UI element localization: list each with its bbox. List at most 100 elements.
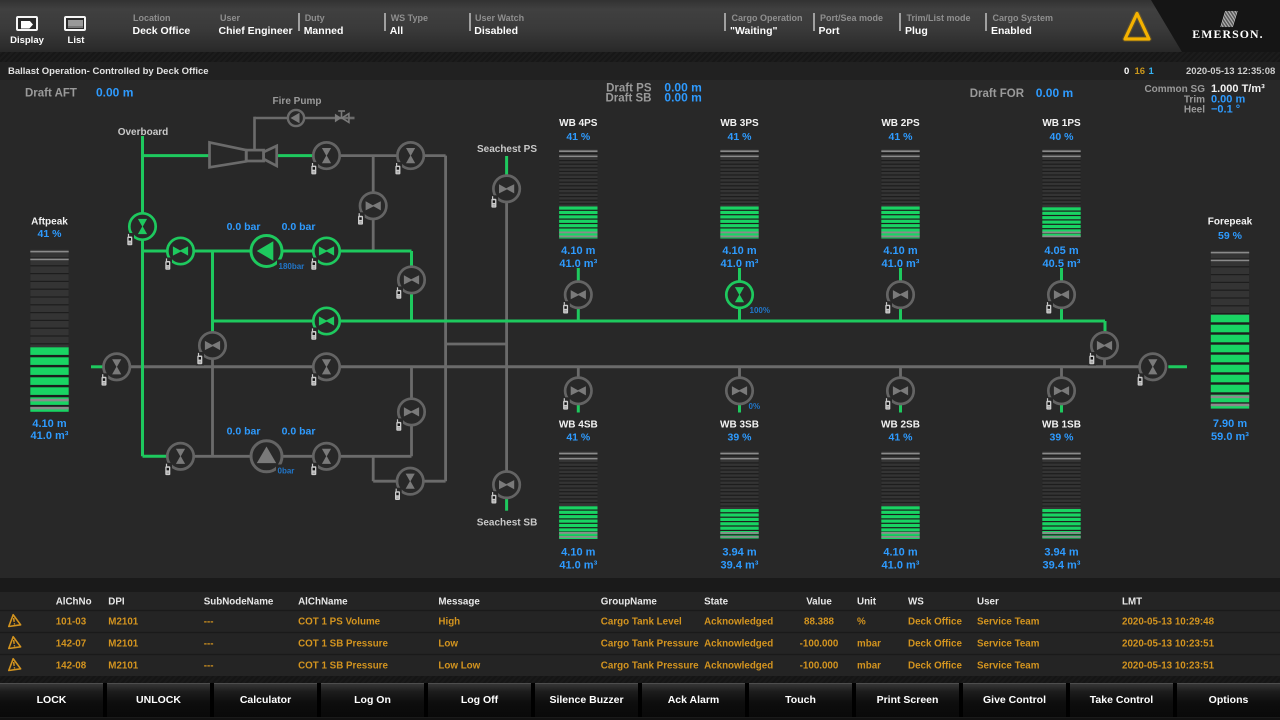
svg-text:2020-05-13 10:29:48: 2020-05-13 10:29:48 xyxy=(1122,617,1215,628)
svg-text:59 %: 59 % xyxy=(1218,230,1243,242)
svg-text:Value: Value xyxy=(806,597,832,608)
svg-text:SubNodeName: SubNodeName xyxy=(204,597,274,608)
svg-text:41.0 m³: 41.0 m³ xyxy=(559,258,597,270)
svg-text:Acknowledged: Acknowledged xyxy=(704,639,773,650)
svg-text:4.10 m: 4.10 m xyxy=(561,547,595,559)
svg-text:0.0 bar: 0.0 bar xyxy=(282,426,316,438)
svg-text:41.0 m³: 41.0 m³ xyxy=(31,430,69,442)
svg-text:−0.1 °: −0.1 ° xyxy=(1211,104,1240,116)
svg-text:40 %: 40 % xyxy=(1050,131,1075,143)
svg-text:Service Team: Service Team xyxy=(977,661,1040,672)
svg-text:3.94 m: 3.94 m xyxy=(1044,547,1078,559)
svg-text:WB 2SB: WB 2SB xyxy=(881,420,920,431)
svg-text:---: --- xyxy=(204,639,214,650)
svg-text:142-07: 142-07 xyxy=(56,639,87,650)
svg-text:---: --- xyxy=(204,617,214,628)
svg-text:0.00 m: 0.00 m xyxy=(1036,86,1073,100)
svg-text:101-03: 101-03 xyxy=(56,617,87,628)
svg-text:0.00 m: 0.00 m xyxy=(1211,93,1245,105)
svg-text:Acknowledged: Acknowledged xyxy=(704,617,773,628)
svg-text:M2101: M2101 xyxy=(108,617,139,628)
svg-text:mbar: mbar xyxy=(857,639,881,650)
svg-text:41 %: 41 % xyxy=(889,432,914,444)
svg-text:Cargo Tank Pressure: Cargo Tank Pressure xyxy=(601,661,699,672)
svg-text:41 %: 41 % xyxy=(566,131,591,143)
svg-text:Trim: Trim xyxy=(1184,94,1205,105)
svg-text:Unit: Unit xyxy=(857,597,877,608)
svg-text:41 %: 41 % xyxy=(566,432,591,444)
svg-text:41.0 m³: 41.0 m³ xyxy=(882,258,920,270)
svg-text:Seachest SB: Seachest SB xyxy=(477,518,538,529)
svg-text:Cargo Tank Level: Cargo Tank Level xyxy=(601,617,682,628)
svg-text:-100.000: -100.000 xyxy=(800,639,839,650)
svg-text:WB 4PS: WB 4PS xyxy=(559,118,598,129)
svg-text:4.10 m: 4.10 m xyxy=(883,245,917,257)
svg-text:Fire Pump: Fire Pump xyxy=(273,96,322,107)
svg-text:COT 1 PS Volume: COT 1 PS Volume xyxy=(298,617,381,628)
svg-text:0.0 bar: 0.0 bar xyxy=(227,221,261,233)
svg-text:40.5 m³: 40.5 m³ xyxy=(1043,258,1081,270)
svg-text:39 %: 39 % xyxy=(1050,432,1075,444)
svg-text:Deck Office: Deck Office xyxy=(908,617,962,628)
svg-text:41.0 m³: 41.0 m³ xyxy=(882,560,920,572)
svg-text:0%: 0% xyxy=(749,402,761,411)
svg-text:COT 1 SB Pressure: COT 1 SB Pressure xyxy=(298,639,388,650)
svg-text:Service Team: Service Team xyxy=(977,639,1040,650)
svg-text:41.0 m³: 41.0 m³ xyxy=(559,560,597,572)
svg-text:Message: Message xyxy=(438,597,480,608)
svg-text:Seachest PS: Seachest PS xyxy=(477,144,537,155)
svg-text:2020-05-13 10:23:51: 2020-05-13 10:23:51 xyxy=(1122,639,1215,650)
svg-text:WB 3SB: WB 3SB xyxy=(720,420,759,431)
svg-text:100%: 100% xyxy=(750,306,770,315)
svg-text:COT 1 SB Pressure: COT 1 SB Pressure xyxy=(298,661,388,672)
svg-text:Draft PS: Draft PS xyxy=(606,83,652,95)
svg-text:Low Low: Low Low xyxy=(438,661,480,672)
svg-text:Draft AFT: Draft AFT xyxy=(25,88,77,100)
svg-text:AlChNo: AlChNo xyxy=(56,597,92,608)
svg-text:39.4 m³: 39.4 m³ xyxy=(721,560,759,572)
svg-text:142-08: 142-08 xyxy=(56,661,87,672)
svg-text:4.10 m: 4.10 m xyxy=(883,547,917,559)
svg-text:41.0 m³: 41.0 m³ xyxy=(721,258,759,270)
svg-text:Low: Low xyxy=(438,639,458,650)
svg-text:EMERSON.: EMERSON. xyxy=(1192,27,1263,41)
svg-text:Aftpeak: Aftpeak xyxy=(31,217,68,228)
svg-text:180bar: 180bar xyxy=(279,262,305,271)
svg-text:-100.000: -100.000 xyxy=(800,661,839,672)
svg-text:WS: WS xyxy=(908,597,924,608)
svg-text:WB 4SB: WB 4SB xyxy=(559,420,598,431)
svg-text:7.90 m: 7.90 m xyxy=(1213,418,1247,430)
svg-text:mbar: mbar xyxy=(857,661,881,672)
svg-text:Draft FOR: Draft FOR xyxy=(970,88,1025,100)
svg-text:Overboard: Overboard xyxy=(118,127,169,138)
svg-text:High: High xyxy=(438,617,460,628)
svg-text:0bar: 0bar xyxy=(278,467,295,476)
svg-text:39.4 m³: 39.4 m³ xyxy=(1043,560,1081,572)
svg-text:Common SG: Common SG xyxy=(1144,84,1205,95)
svg-text:AlChName: AlChName xyxy=(298,597,348,608)
svg-text:Deck Office: Deck Office xyxy=(908,661,962,672)
svg-text:M2101: M2101 xyxy=(108,639,139,650)
svg-text:Heel: Heel xyxy=(1184,105,1205,116)
svg-text:WB 3PS: WB 3PS xyxy=(720,118,759,129)
svg-text:%: % xyxy=(857,617,866,628)
svg-text:DPI: DPI xyxy=(108,597,125,608)
svg-text:Forepeak: Forepeak xyxy=(1208,217,1253,228)
svg-text:41 %: 41 % xyxy=(38,228,63,240)
svg-text:39 %: 39 % xyxy=(728,432,753,444)
svg-text:2020-05-13 10:23:51: 2020-05-13 10:23:51 xyxy=(1122,661,1215,672)
svg-text:WB 1PS: WB 1PS xyxy=(1042,118,1081,129)
svg-text:0.00 m: 0.00 m xyxy=(664,81,701,95)
svg-text:4.10 m: 4.10 m xyxy=(32,418,66,430)
svg-text:WB 2PS: WB 2PS xyxy=(881,118,920,129)
svg-text:4.05 m: 4.05 m xyxy=(1044,245,1078,257)
svg-text:4.10 m: 4.10 m xyxy=(722,245,756,257)
svg-text:---: --- xyxy=(204,661,214,672)
svg-text:88.388: 88.388 xyxy=(804,617,835,628)
svg-text:LMT: LMT xyxy=(1122,597,1142,608)
svg-text:0.0 bar: 0.0 bar xyxy=(282,221,316,233)
svg-text:WB 1SB: WB 1SB xyxy=(1042,420,1081,431)
svg-text:GroupName: GroupName xyxy=(601,597,658,608)
svg-text:41 %: 41 % xyxy=(889,131,914,143)
svg-text:Acknowledged: Acknowledged xyxy=(704,661,773,672)
